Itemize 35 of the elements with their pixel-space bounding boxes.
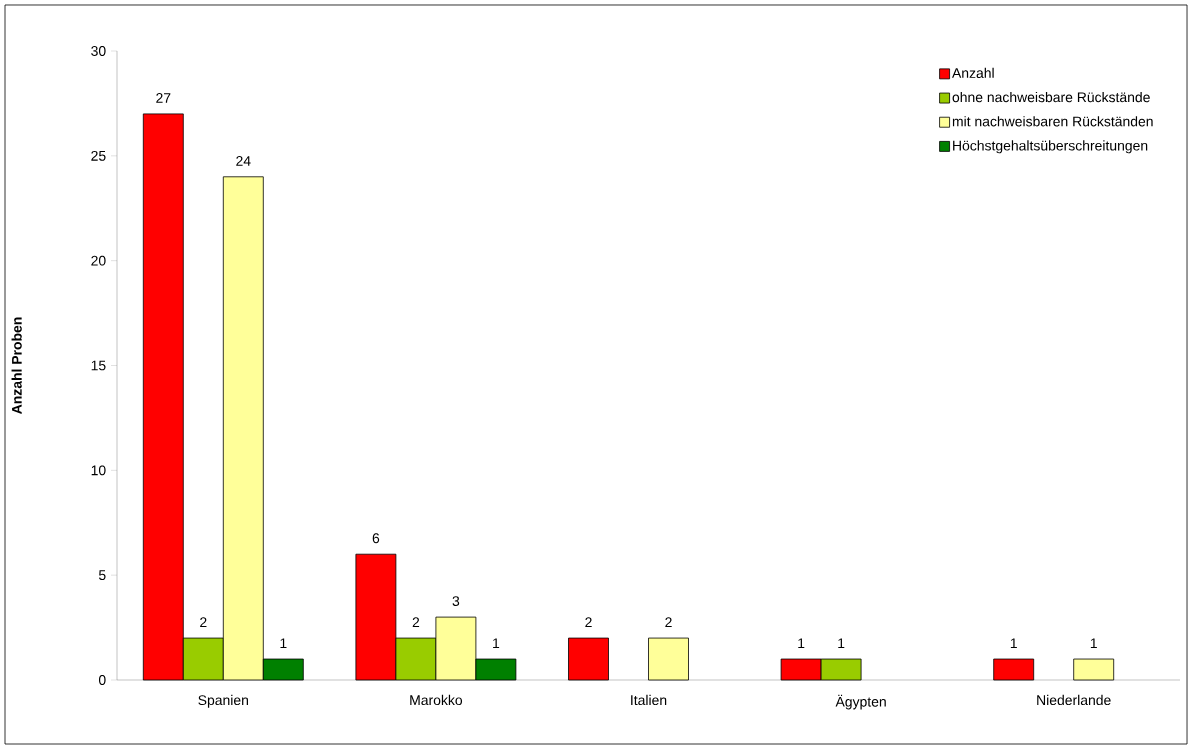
bar [648,637,689,681]
data-label: 3 [452,596,460,607]
y-tick-label: 20 [91,255,106,266]
bar [993,658,1035,681]
y-tick-label: 10 [91,465,106,476]
data-label: 1 [493,638,500,648]
bar [1073,658,1115,681]
y-tick-label: 25 [91,150,106,161]
x-tick-label: Italien [631,694,667,706]
x-tick-label: Ägypten [835,694,886,710]
data-label: 1 [280,638,287,648]
data-label: 1 [1090,638,1097,648]
x-tick-label: Niederlande [1037,694,1111,706]
data-label: 2 [200,617,207,628]
y-tick-label: 5 [98,570,106,581]
legend-label: mit nachweisbaren Rückständen [952,116,1153,127]
x-tick-label: Marokko [410,694,463,706]
y-axis-title: Anzahl Proben [11,317,22,414]
y-tick-label: 15 [91,360,106,371]
legend-label: Höchstgehaltsüberschreitungen [953,140,1148,154]
data-label: 1 [798,638,805,648]
data-label: 27 [156,93,171,103]
bar [568,637,609,681]
y-tick-label: 0 [98,675,106,685]
data-label: 24 [236,155,251,166]
data-label: 2 [665,617,672,628]
legend-label: Anzahl [952,67,994,79]
legend-label: ohne nachweisbare Rückstände [952,91,1150,103]
data-label: 6 [372,533,380,544]
y-tick-label: 30 [91,46,106,56]
data-label: 2 [412,617,420,628]
data-label: 1 [838,638,845,648]
data-label: 2 [585,617,592,628]
data-label: 1 [1010,638,1017,648]
x-tick-label: Spanien [198,694,248,708]
